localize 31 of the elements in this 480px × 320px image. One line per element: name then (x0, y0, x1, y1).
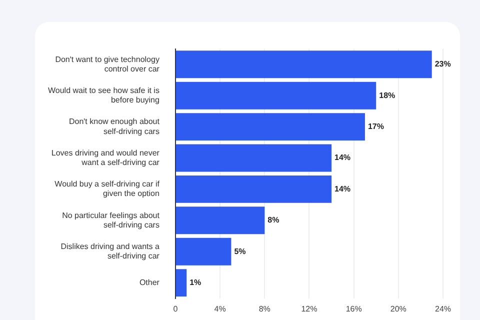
x-tick-label: 0 (173, 304, 178, 314)
data-label: 23% (434, 60, 451, 69)
data-label: 14% (334, 153, 351, 162)
x-tick-label: 8% (258, 304, 270, 314)
bar (176, 113, 365, 141)
data-label: 8% (268, 216, 280, 225)
x-tick-label: 24% (434, 304, 452, 314)
bar (176, 238, 232, 266)
data-label: 14% (334, 184, 351, 194)
bar (176, 206, 265, 234)
x-tick-label: 12% (301, 304, 318, 314)
data-label: 5% (234, 246, 246, 256)
data-label: 18% (379, 90, 396, 100)
y-tick-label: Loves driving and would never want a self-driving car (51, 148, 160, 168)
x-tick-label: 16% (346, 304, 362, 314)
y-tick-label: Would buy a self-driving car if given the option (54, 180, 160, 198)
data-label: 1% (190, 278, 202, 288)
bar (176, 82, 376, 110)
y-tick-label: Don't know enough about self-driving cars (68, 117, 160, 136)
bar (176, 175, 332, 203)
x-tick-label: 20% (390, 304, 406, 314)
bar (176, 144, 332, 172)
y-tick-label: Don't want to give technology control over car (55, 54, 160, 74)
data-label: 17% (368, 122, 384, 132)
y-tick-label: Other (139, 278, 160, 288)
x-tick-label: 4% (214, 304, 226, 314)
bar (176, 50, 432, 78)
y-tick-label: Would wait to see how safe it is before buying (48, 86, 160, 105)
y-tick-label: Dislikes driving and wants a self-driving car (60, 242, 160, 261)
y-tick-label: No particular feelings about self-driving cars (62, 210, 160, 230)
bar (176, 269, 187, 297)
